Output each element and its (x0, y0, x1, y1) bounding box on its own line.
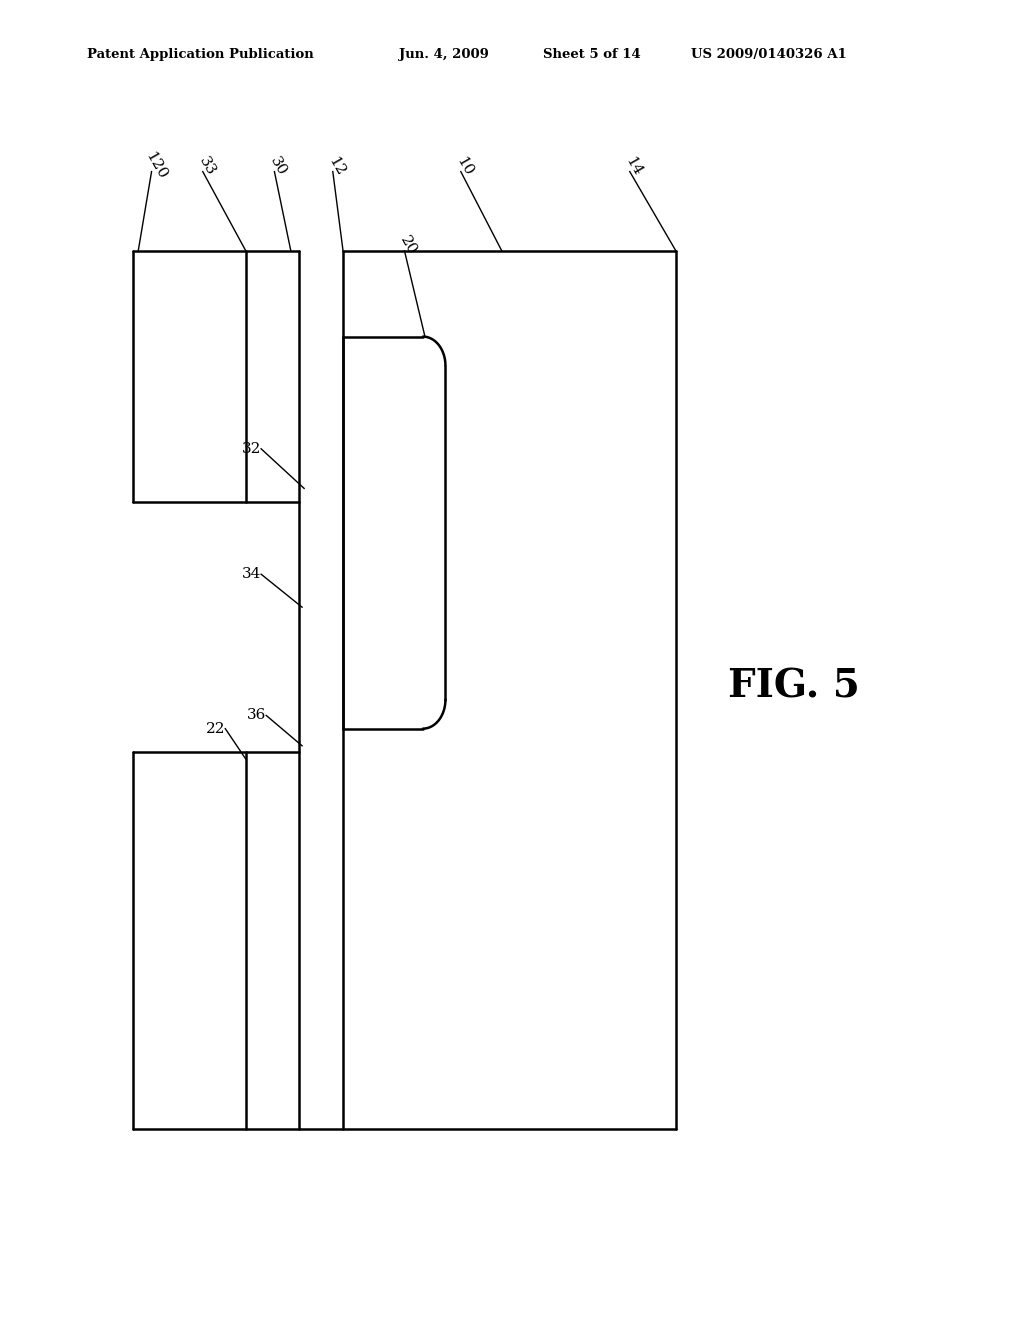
Text: 120: 120 (142, 150, 169, 182)
Text: FIG. 5: FIG. 5 (728, 668, 859, 705)
Text: Patent Application Publication: Patent Application Publication (87, 48, 313, 61)
Text: 14: 14 (623, 154, 645, 178)
Text: 32: 32 (242, 442, 261, 455)
Text: Sheet 5 of 14: Sheet 5 of 14 (543, 48, 640, 61)
Text: 20: 20 (397, 234, 420, 257)
Text: 34: 34 (242, 568, 261, 581)
Text: 22: 22 (206, 722, 225, 735)
Text: 30: 30 (267, 154, 290, 178)
Text: Jun. 4, 2009: Jun. 4, 2009 (399, 48, 489, 61)
Text: 33: 33 (196, 154, 218, 178)
Text: 12: 12 (326, 154, 348, 178)
Text: 36: 36 (247, 709, 266, 722)
Text: 10: 10 (454, 154, 476, 178)
Text: US 2009/0140326 A1: US 2009/0140326 A1 (691, 48, 847, 61)
